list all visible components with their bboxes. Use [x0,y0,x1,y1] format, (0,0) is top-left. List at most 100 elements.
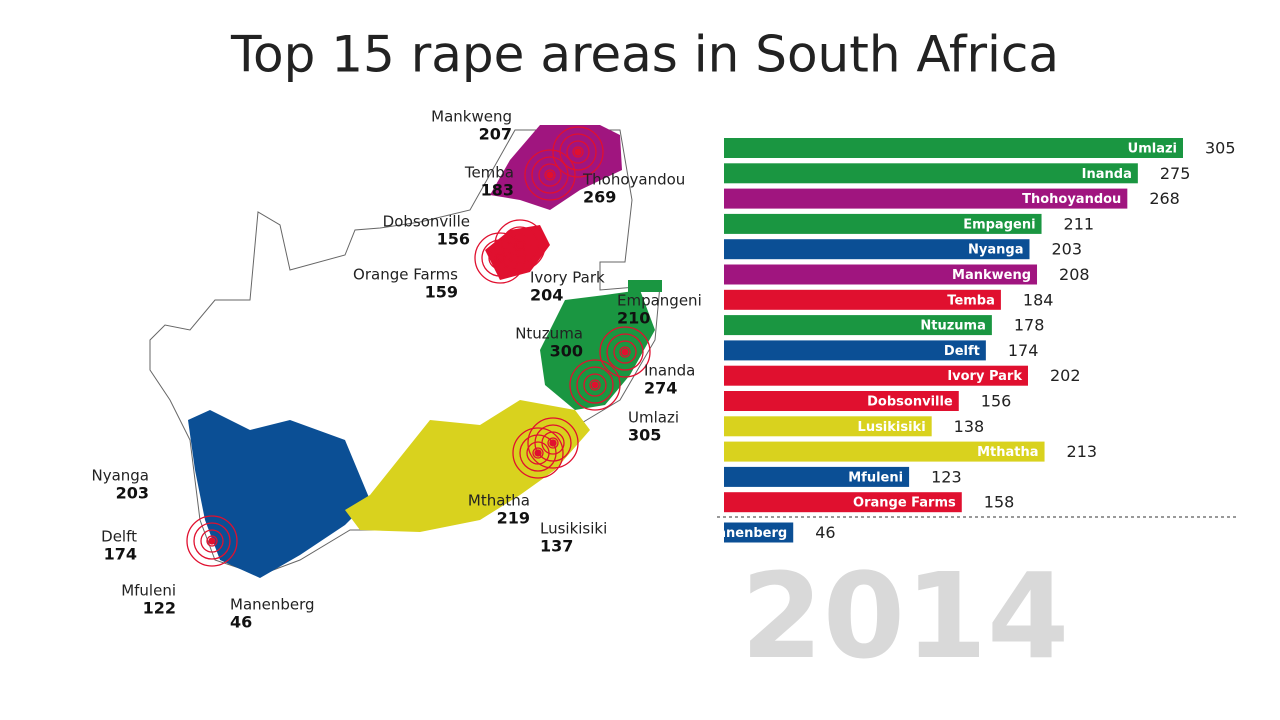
year: 2014 [741,547,1069,685]
bar [724,264,1038,285]
bar-label: Mfuleni [848,470,903,485]
ring [186,515,238,567]
ring [541,431,565,455]
ring-center [591,381,599,389]
western-cape [188,410,370,578]
bar [724,340,986,361]
ring [552,126,604,178]
map-label-name: Ntuzuma [515,325,583,343]
map-label-value: 137 [540,537,573,556]
ring [494,219,546,271]
ring [547,437,559,449]
map-label-value: 207 [479,125,512,144]
bar-label: Thohoyandou [1022,192,1121,207]
bar [724,239,1030,260]
value-label: 305 [1205,139,1236,158]
map-label-name: Delft [101,528,137,546]
map-label-value: 159 [425,283,458,302]
ring [619,346,631,358]
map-label-name: Umlazi [628,409,679,427]
bar [724,492,962,513]
ring [200,529,224,553]
map-label-name: Orange Farms [353,266,458,284]
map-label-value: 183 [481,181,514,200]
kwazulu-natal [540,290,655,410]
map-label-name: Dobsonville [383,213,470,231]
map-label-name: Inanda [644,362,695,380]
ring [514,239,526,251]
map-label-name: Temba [464,164,514,182]
value-label: 178 [1014,316,1045,335]
ring [599,326,651,378]
value-label: 202 [1050,366,1081,385]
value-label: 268 [1149,189,1180,208]
bar [724,315,992,336]
map-label-name: Manenberg [230,596,315,614]
map-label-name: Mthatha [468,492,530,510]
ring [532,447,544,459]
bar-label: Mankweng [952,268,1031,283]
ring [572,146,584,158]
ring-center [516,241,524,249]
bar [724,289,1001,310]
bar [724,188,1128,209]
eastern-cape [345,400,590,532]
ring [583,373,607,397]
ring [527,417,579,469]
map-label-name: Thohoyandou [582,171,685,189]
value-label: 275 [1160,164,1191,183]
bar-label: Inanda [1082,167,1132,182]
value-label: 211 [1064,214,1095,233]
ring [206,535,218,547]
ring-center [549,439,557,447]
ring [613,340,637,364]
bar-label: Dobsonville [867,395,953,410]
ring [538,163,562,187]
ring-center [208,537,216,545]
bar-chart: Umlazi 305 Inanda 275 Thohoyandou 268 Empageni… [704,138,1236,543]
map-label-name: Nyanga [91,467,149,485]
value-label: 46 [815,523,835,542]
ring [544,169,556,181]
ring [474,232,526,284]
bar [724,213,1042,234]
map-label-name: Mankweng [431,108,512,126]
bar-label: Delft [944,344,980,359]
ring [534,424,572,462]
ring [512,427,564,479]
bar [724,391,959,411]
map-label-value: 210 [617,309,650,328]
ring [508,233,532,257]
bar [724,441,1045,462]
map-label-name: Lusikisiki [540,520,607,538]
bar-label: Ivory Park [947,369,1022,384]
ring [193,522,231,560]
ring [531,156,569,194]
value-label: 184 [1023,290,1054,309]
ring [524,149,576,201]
kwazulu-natal-north [628,280,662,292]
map-label-value: 204 [530,286,563,305]
ring-center [574,148,582,156]
map-label-value: 203 [116,484,149,503]
limpopo [490,125,622,210]
bar [724,365,1028,386]
bar [724,163,1138,184]
bar-label: Temba [947,293,995,308]
value-label: 208 [1059,265,1090,284]
bar-label: Umlazi [1128,142,1177,157]
ring [488,246,512,270]
bar-label: Lusikisiki [858,420,926,435]
ring [566,140,590,164]
value-label: 138 [954,417,985,436]
bar [724,416,932,437]
map-label-value: 219 [497,509,530,528]
value-label: 203 [1051,240,1082,259]
value-label: 174 [1008,341,1039,360]
map-label-value: 305 [628,426,661,445]
ring [494,252,506,264]
map-label-value: 46 [230,613,252,632]
ring [481,239,519,277]
